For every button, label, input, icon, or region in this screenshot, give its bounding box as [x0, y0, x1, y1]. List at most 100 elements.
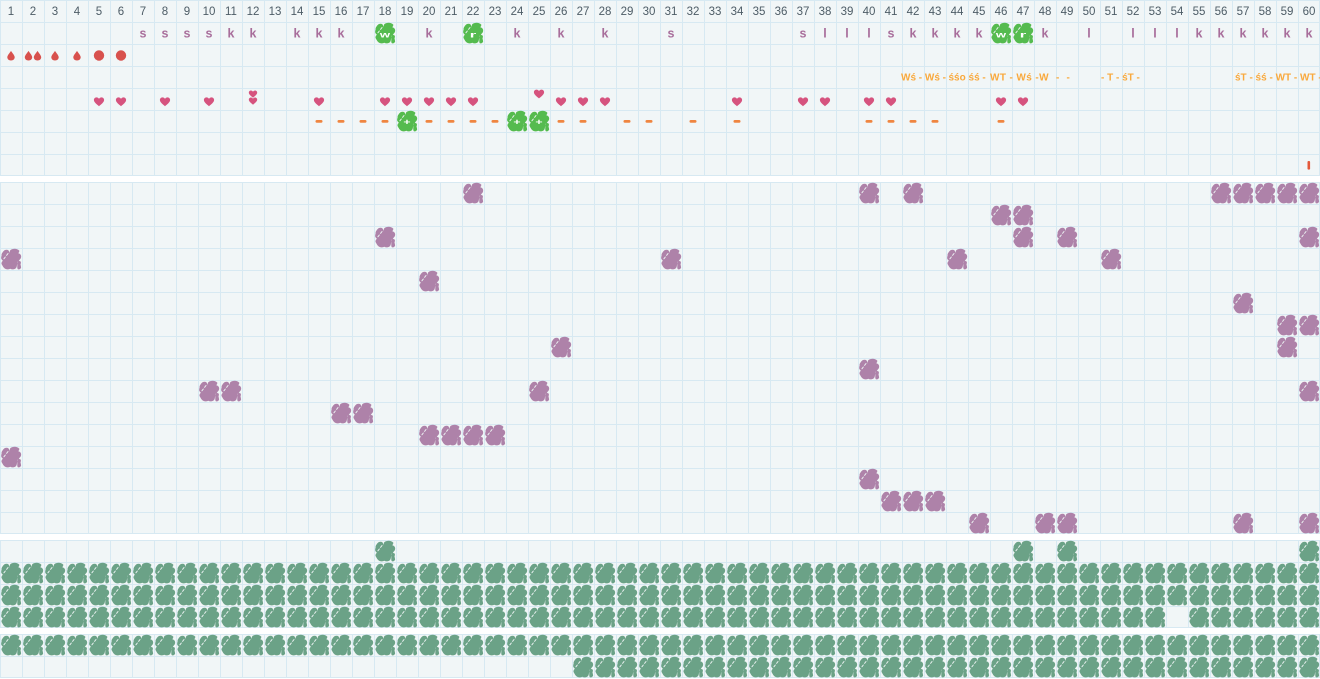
svg-text:s: s — [206, 26, 213, 40]
svg-text:10: 10 — [203, 6, 216, 18]
svg-text:w: w — [378, 29, 390, 39]
svg-text:24: 24 — [511, 6, 524, 18]
svg-text:49: 49 — [1061, 6, 1074, 18]
svg-text:l: l — [1153, 26, 1156, 40]
svg-text:48: 48 — [1039, 6, 1052, 18]
svg-text:śT - śś - WT - WT -: śT - śś - WT - WT - — [1235, 73, 1320, 84]
svg-text:k: k — [1240, 26, 1247, 40]
svg-text:53: 53 — [1149, 6, 1162, 18]
svg-text:k: k — [316, 26, 323, 40]
svg-text:k: k — [558, 26, 565, 40]
svg-text:59: 59 — [1281, 6, 1294, 18]
svg-text:34: 34 — [731, 6, 744, 18]
svg-text:1: 1 — [8, 6, 14, 18]
svg-text:27: 27 — [577, 6, 590, 18]
svg-text:5: 5 — [96, 6, 102, 18]
svg-text:s: s — [888, 26, 895, 40]
svg-text:7: 7 — [140, 6, 146, 18]
svg-text:52: 52 — [1127, 6, 1140, 18]
svg-text:33: 33 — [709, 6, 722, 18]
svg-text:28: 28 — [599, 6, 612, 18]
svg-text:k: k — [1262, 26, 1269, 40]
svg-text:38: 38 — [819, 6, 832, 18]
svg-text:50: 50 — [1083, 6, 1096, 18]
svg-text:8: 8 — [162, 6, 168, 18]
svg-text:k: k — [910, 26, 917, 40]
svg-text:11: 11 — [225, 6, 237, 18]
svg-text:51: 51 — [1105, 6, 1118, 18]
svg-text:55: 55 — [1193, 6, 1206, 18]
svg-text:37: 37 — [797, 6, 810, 18]
svg-text:-: - — [1056, 73, 1059, 84]
svg-text:s: s — [162, 26, 169, 40]
svg-text:60: 60 — [1303, 6, 1316, 18]
svg-text:40: 40 — [863, 6, 876, 18]
svg-text:25: 25 — [533, 6, 546, 18]
svg-text:+: + — [403, 117, 410, 127]
svg-text:58: 58 — [1259, 6, 1272, 18]
svg-text:r: r — [1020, 29, 1028, 39]
svg-text:k: k — [250, 26, 257, 40]
svg-text:k: k — [426, 26, 433, 40]
svg-text:18: 18 — [379, 6, 392, 18]
svg-text:46: 46 — [995, 6, 1008, 18]
svg-text:2: 2 — [30, 6, 36, 18]
svg-text:k: k — [932, 26, 939, 40]
svg-text:s: s — [800, 26, 807, 40]
svg-text:w: w — [994, 29, 1006, 39]
svg-text:56: 56 — [1215, 6, 1228, 18]
svg-text:k: k — [338, 26, 345, 40]
svg-text:k: k — [954, 26, 961, 40]
svg-text:29: 29 — [621, 6, 634, 18]
svg-text:36: 36 — [775, 6, 788, 18]
svg-text:44: 44 — [951, 6, 964, 18]
svg-text:śśo śś -: śśo śś - — [949, 73, 986, 84]
svg-text:k: k — [1196, 26, 1203, 40]
svg-text:WT - Wś -W: WT - Wś -W — [990, 73, 1049, 84]
svg-text:+: + — [513, 117, 520, 127]
svg-text:14: 14 — [291, 6, 304, 18]
svg-text:31: 31 — [665, 6, 678, 18]
svg-text:3: 3 — [52, 6, 58, 18]
svg-text:k: k — [294, 26, 301, 40]
svg-text:k: k — [1306, 26, 1313, 40]
svg-text:Wś - Wś -: Wś - Wś - — [901, 73, 946, 84]
svg-text:54: 54 — [1171, 6, 1184, 18]
svg-text:l: l — [1175, 26, 1178, 40]
svg-text:k: k — [602, 26, 609, 40]
svg-text:15: 15 — [313, 6, 326, 18]
svg-text:42: 42 — [907, 6, 920, 18]
svg-text:l: l — [1131, 26, 1134, 40]
svg-text:23: 23 — [489, 6, 502, 18]
svg-text:6: 6 — [118, 6, 124, 18]
svg-text:35: 35 — [753, 6, 766, 18]
svg-text:s: s — [140, 26, 147, 40]
svg-text:39: 39 — [841, 6, 854, 18]
svg-text:l: l — [823, 26, 826, 40]
svg-text:30: 30 — [643, 6, 656, 18]
svg-text:k: k — [514, 26, 521, 40]
svg-text:k: k — [1042, 26, 1049, 40]
svg-text:4: 4 — [74, 6, 81, 18]
svg-text:57: 57 — [1237, 6, 1250, 18]
svg-text:21: 21 — [445, 6, 458, 18]
svg-text:l: l — [845, 26, 848, 40]
svg-text:k: k — [228, 26, 235, 40]
svg-text:26: 26 — [555, 6, 568, 18]
svg-text:13: 13 — [269, 6, 282, 18]
svg-text:45: 45 — [973, 6, 986, 18]
svg-text:s: s — [668, 26, 675, 40]
svg-text:22: 22 — [467, 6, 480, 18]
svg-text:k: k — [976, 26, 983, 40]
svg-text:20: 20 — [423, 6, 436, 18]
svg-text:12: 12 — [247, 6, 260, 18]
svg-text:47: 47 — [1017, 6, 1030, 18]
svg-text:16: 16 — [335, 6, 348, 18]
svg-text:- T - śT -: - T - śT - — [1101, 73, 1140, 84]
svg-text:r: r — [470, 29, 478, 39]
svg-text:l: l — [867, 26, 870, 40]
svg-text:43: 43 — [929, 6, 942, 18]
svg-text:s: s — [184, 26, 191, 40]
svg-text:k: k — [1218, 26, 1225, 40]
svg-text:+: + — [535, 117, 542, 127]
